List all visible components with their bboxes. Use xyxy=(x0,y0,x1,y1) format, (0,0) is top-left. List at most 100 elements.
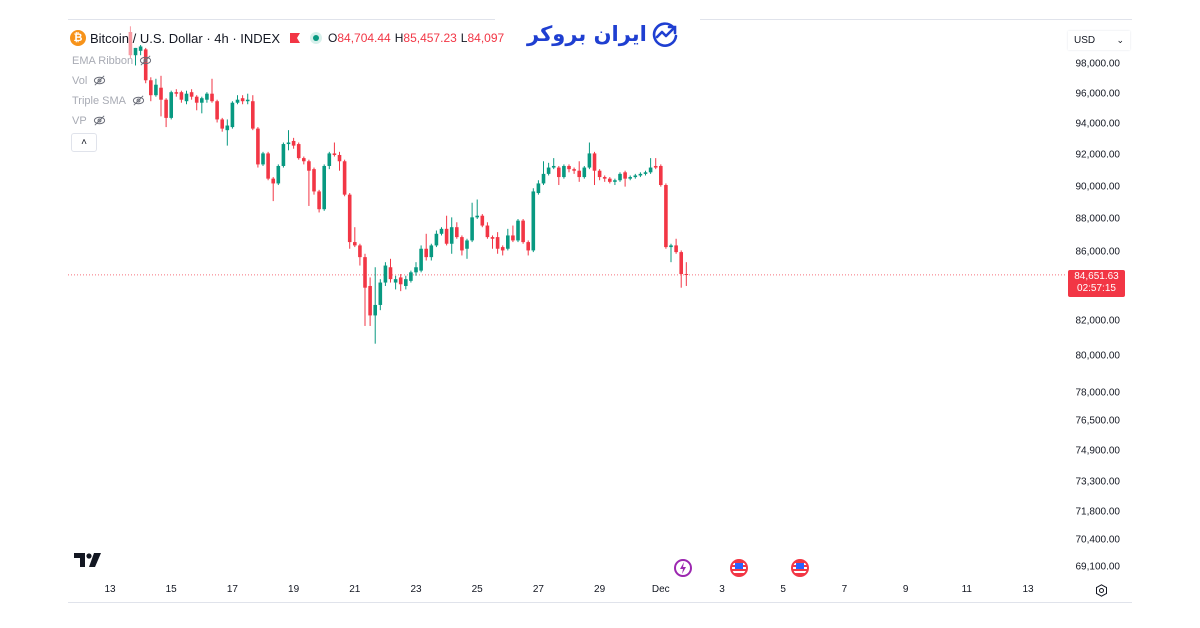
candle xyxy=(184,90,189,105)
candle xyxy=(347,193,352,249)
candle xyxy=(266,151,270,181)
top-border-right xyxy=(700,19,1132,20)
candle-body xyxy=(480,215,485,226)
candle-body xyxy=(261,153,265,165)
candle-body xyxy=(592,153,597,171)
top-border-left xyxy=(68,19,495,20)
candle-body xyxy=(536,183,541,194)
candle-body xyxy=(628,177,633,179)
flag-icon[interactable] xyxy=(290,33,300,43)
candle xyxy=(562,164,566,179)
candle-body xyxy=(674,245,678,253)
time-tick-label: 9 xyxy=(902,584,909,595)
candle xyxy=(281,142,286,168)
candle-body xyxy=(490,237,495,239)
symbol-title[interactable]: Bitcoin / U.S. Dollar · 4h · INDEX xyxy=(90,30,280,46)
candle-body xyxy=(551,165,556,168)
candle xyxy=(455,222,459,239)
candle xyxy=(511,225,515,243)
candle-body xyxy=(322,165,327,210)
candle-body xyxy=(281,144,286,166)
market-status-icon xyxy=(310,32,322,44)
candle-body xyxy=(189,92,194,97)
candle-body xyxy=(327,153,332,166)
candle-body xyxy=(184,93,189,102)
candle xyxy=(643,170,648,176)
candle xyxy=(317,189,321,213)
eye-off-icon[interactable] xyxy=(139,54,152,67)
candle xyxy=(200,96,204,114)
price-tick-label: 80,000.00 xyxy=(1075,350,1121,362)
candle xyxy=(169,90,174,120)
bar-countdown: 02:57:15 xyxy=(1077,283,1116,294)
eye-off-icon[interactable] xyxy=(132,94,145,107)
candle-body xyxy=(516,220,520,241)
tradingview-logo[interactable] xyxy=(74,553,102,567)
price-tick-label: 88,000.00 xyxy=(1075,213,1121,225)
indicator-triple-sma[interactable]: Triple SMA xyxy=(72,94,145,107)
indicator-vol[interactable]: Vol xyxy=(72,74,106,87)
collapse-legend-button[interactable]: ˄ xyxy=(71,133,97,152)
indicator-label: VP xyxy=(72,114,87,127)
price-tick-label: 90,000.00 xyxy=(1075,181,1121,193)
candle xyxy=(526,240,531,256)
chevron-down-icon: ⌄ xyxy=(1116,35,1124,45)
candle-body xyxy=(378,282,383,305)
price-tick-label: 69,100.00 xyxy=(1075,561,1121,573)
candle xyxy=(179,90,184,103)
candle-body xyxy=(276,165,281,184)
candle xyxy=(490,235,495,249)
chart-legend: ₿ Bitcoin / U.S. Dollar · 4h · INDEX O84… xyxy=(70,30,508,46)
price-tick-label: 82,000.00 xyxy=(1075,315,1121,327)
candle xyxy=(633,173,638,179)
candle-body xyxy=(225,125,230,131)
currency-select[interactable]: USD ⌄ xyxy=(1068,31,1130,50)
last-price: 84,651.63 xyxy=(1074,271,1119,282)
gear-icon[interactable] xyxy=(1095,584,1108,597)
candle xyxy=(235,95,240,105)
brand-logo: ایران بروکر xyxy=(527,20,679,48)
candle xyxy=(551,158,556,170)
indicator-label: EMA Ribbon xyxy=(72,54,134,67)
candle-body xyxy=(312,169,316,192)
candle xyxy=(149,77,153,102)
candle-body xyxy=(143,49,148,81)
candle xyxy=(669,243,673,263)
candle-body xyxy=(342,161,347,195)
lightning-event-icon[interactable] xyxy=(674,559,692,577)
logo-text: ایران بروکر xyxy=(527,22,647,46)
candle xyxy=(424,233,429,261)
candle xyxy=(286,130,291,151)
candle-body xyxy=(460,237,464,251)
time-tick-label: 23 xyxy=(410,584,422,595)
price-tick-label: 86,000.00 xyxy=(1075,246,1121,258)
candle xyxy=(220,117,225,132)
indicator-ema-ribbon[interactable]: EMA Ribbon xyxy=(72,54,152,67)
candle xyxy=(572,167,576,174)
candle xyxy=(245,93,250,105)
candle xyxy=(154,78,158,97)
indicator-label: Vol xyxy=(72,74,88,87)
time-tick-label: 29 xyxy=(594,584,606,595)
candle-body xyxy=(444,228,449,244)
candle xyxy=(271,177,276,202)
candle xyxy=(465,238,469,259)
candle-body xyxy=(414,267,418,273)
candle-body xyxy=(659,165,663,186)
candle xyxy=(312,167,316,195)
indicator-vp[interactable]: VP xyxy=(72,114,106,127)
candle-body xyxy=(648,167,653,173)
candle xyxy=(613,178,617,186)
eye-off-icon[interactable] xyxy=(93,114,106,127)
candle xyxy=(215,99,219,123)
us-flag-event-icon[interactable] xyxy=(791,559,809,577)
candle xyxy=(460,235,464,256)
candle xyxy=(414,262,418,276)
candle-body xyxy=(582,167,587,178)
us-flag-event-icon[interactable] xyxy=(730,559,748,577)
candle-body xyxy=(424,248,429,258)
time-tick-label: 25 xyxy=(471,584,483,595)
eye-off-icon[interactable] xyxy=(93,74,106,87)
candle-body xyxy=(633,175,638,178)
